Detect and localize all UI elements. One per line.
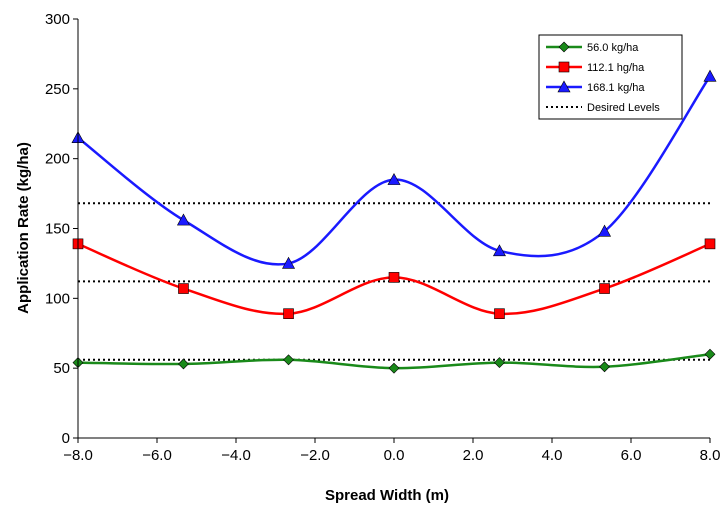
data-point [387,172,401,185]
data-point [494,357,505,369]
data-point [494,308,505,319]
data-point [492,244,506,257]
legend-label: 168.1 kg/ha [587,82,645,94]
data-point [598,224,612,237]
legend-item: 56.0 kg/ha [546,41,639,54]
data-point [283,354,294,366]
data-point [704,348,716,360]
legend-label: 56.0 kg/ha [587,42,639,54]
data-point [388,362,400,374]
legend-item: 168.1 kg/ha [546,80,645,94]
data-point [283,308,294,319]
x-tick-label: −8.0 [63,447,93,464]
y-tick-label: 0 [62,430,70,447]
data-point [704,238,716,250]
axes: 0 50 100 150 200 250 300 −8.0 −6.0 −4.0 −2.0 0.0 2.0… [45,11,720,464]
x-tick-label: 0.0 [384,447,405,464]
y-tick-label: 100 [45,290,70,307]
data-point [388,272,400,283]
x-axis-title: Spread Width (m) [325,487,449,504]
legend-item: Desired Levels [546,102,660,114]
series-1 [72,348,716,374]
y-tick-label: 300 [45,11,70,28]
legend-swatch-marker [558,41,570,53]
data-point [178,283,189,294]
legend-label: Desired Levels [587,102,660,114]
y-tick-label: 250 [45,81,70,98]
x-tick-label: 8.0 [700,447,721,464]
legend-item: 112.1 hg/ha [546,61,645,74]
x-tick-label: 2.0 [463,447,484,464]
series-2 [72,238,716,319]
y-tick-label: 150 [45,221,70,238]
legend: 56.0 kg/ha 112.1 hg/ha 168.1 kg/ha Desired … [538,34,683,120]
series-group [71,69,717,374]
data-point [178,358,189,370]
y-tick-label: 50 [53,360,70,377]
data-point [176,213,190,226]
x-tick-label: −6.0 [142,447,172,464]
x-tick-label: −4.0 [221,447,251,464]
y-axis-title: Application Rate (kg/ha) [15,142,32,314]
legend-swatch-marker [557,80,571,93]
data-point [282,256,296,269]
x-tick-label: −2.0 [300,447,330,464]
x-tick-label: 6.0 [621,447,642,464]
y-tick-label: 200 [45,151,70,168]
data-point [703,69,717,82]
data-point [599,361,610,373]
data-point [599,283,610,294]
x-tick-label: 4.0 [542,447,563,464]
legend-swatch-marker [558,61,570,73]
legend-label: 112.1 hg/ha [587,62,645,74]
